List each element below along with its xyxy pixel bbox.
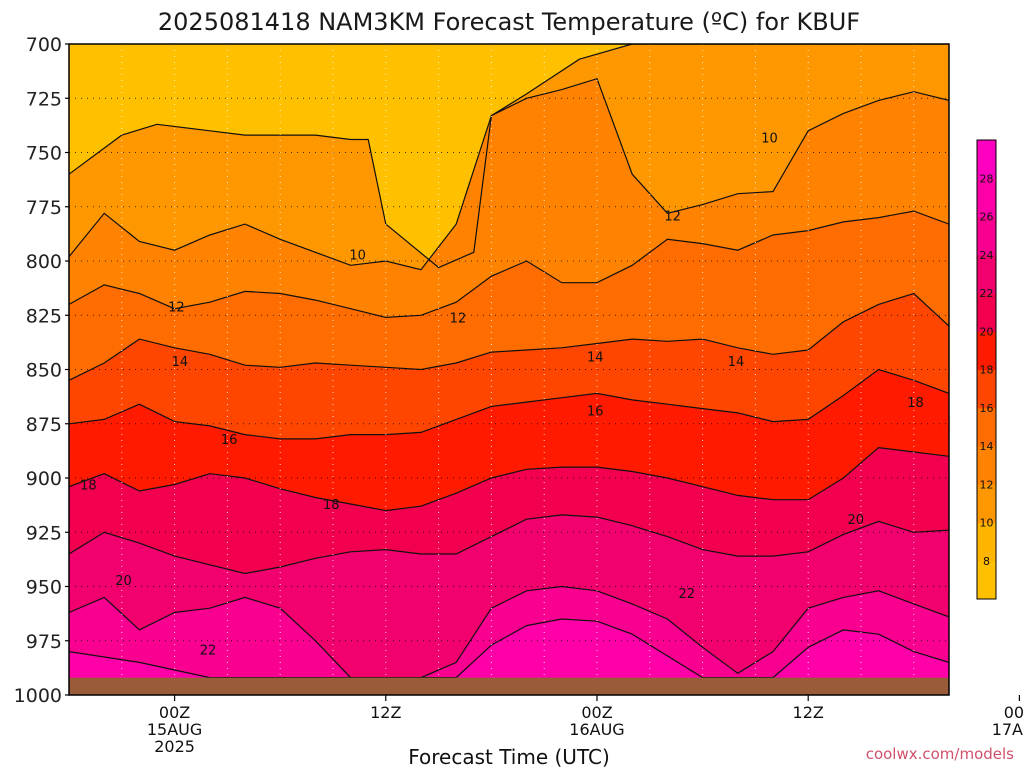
colorbar-tick-label: 24 — [980, 249, 994, 262]
terrain-fill — [69, 677, 949, 695]
colorbar-tick-label: 20 — [980, 325, 994, 338]
colorbar-swatch — [977, 560, 996, 600]
x-tick-label: 12Z — [370, 703, 401, 722]
colorbar-swatch — [977, 522, 996, 562]
x-tick-label: 12Z — [793, 703, 824, 722]
contour-label: 18 — [80, 479, 97, 494]
contour-line-12 — [69, 77, 949, 271]
contour-label: 20 — [847, 513, 864, 528]
contour-line-10 — [69, 44, 949, 269]
contour-line-26 — [69, 618, 949, 679]
y-tick-label: 925 — [26, 522, 62, 544]
contour-label: 16 — [221, 433, 238, 448]
colorbar-tick-label: 28 — [980, 172, 994, 185]
y-tick-label: 875 — [26, 414, 62, 436]
contour-line-20 — [69, 446, 949, 512]
contour-line-layer — [69, 44, 949, 679]
contour-label: 14 — [587, 350, 604, 365]
y-tick-label: 725 — [26, 88, 62, 110]
colorbar-tick-label: 10 — [980, 517, 994, 530]
credit-text: coolwx.com/models — [866, 745, 1014, 763]
colorbar-swatch — [977, 407, 996, 447]
colorbar-tick-label: 22 — [980, 287, 994, 300]
colorbar-swatch — [977, 216, 996, 256]
y-tick-label: 950 — [26, 577, 62, 599]
colorbar-swatch — [977, 484, 996, 523]
temperature-fill-layer — [69, 44, 949, 695]
contour-label: 14 — [728, 355, 745, 370]
y-tick-label: 975 — [26, 631, 62, 653]
contour-label: 18 — [907, 396, 924, 411]
y-tick-label: 825 — [26, 305, 62, 327]
contour-line-18 — [69, 368, 949, 440]
chart-title: 2025081418 NAM3KM Forecast Temperature (… — [158, 8, 860, 36]
contour-label: 20 — [115, 574, 132, 589]
x-axis-label: Forecast Time (UTC) — [408, 745, 610, 768]
x-tick-label: 00Z — [581, 703, 612, 722]
x-tick-label: 00Z — [159, 703, 190, 722]
grid-layer — [69, 44, 949, 695]
fill-band-26 — [69, 619, 949, 695]
contour-label: 14 — [172, 355, 189, 370]
contour-line-14 — [69, 210, 949, 319]
contour-label: 12 — [664, 209, 681, 224]
contour-line-22 — [69, 514, 949, 575]
colorbar-swatch — [977, 254, 996, 294]
colorbar-swatch — [977, 331, 996, 370]
x-axis: 00Z15AUG202512Z00Z16AUG12Z00Z17AUG — [147, 695, 1024, 756]
colorbar-tick-label: 26 — [980, 211, 994, 224]
colorbar-swatch — [977, 140, 996, 179]
x-tick-label: 15AUG — [147, 720, 202, 739]
colorbar-tick-label: 14 — [980, 440, 994, 453]
colorbar-tick-label: 8 — [983, 555, 990, 568]
colorbar-swatch — [977, 369, 996, 409]
y-tick-label: 775 — [26, 197, 62, 219]
y-tick-label: 850 — [26, 360, 62, 382]
contour-label: 22 — [678, 587, 695, 602]
colorbar-tick-label: 16 — [980, 402, 994, 415]
y-tick-label: 1000 — [14, 685, 62, 707]
contour-label: 16 — [587, 405, 604, 420]
colorbar-frame — [976, 139, 997, 600]
contour-label: 22 — [200, 643, 217, 658]
contour-label: 12 — [168, 301, 185, 316]
y-tick-label: 750 — [26, 143, 62, 165]
colorbar-swatch — [977, 293, 996, 332]
y-axis: 700 725 750 775 800 825 850 875 900 925 950 975 1000 — [14, 34, 69, 707]
x-tick-label: 17AUG — [992, 720, 1024, 739]
y-tick-label: 800 — [26, 251, 62, 273]
contour-label: 12 — [450, 311, 467, 326]
y-tick-label: 700 — [26, 34, 62, 56]
y-tick-label: 900 — [26, 468, 62, 490]
x-tick-label: 00Z — [1004, 703, 1024, 722]
colorbar: 8 10 12 14 16 18 20 22 24 26 28 — [976, 139, 997, 600]
contour-label: 10 — [349, 248, 366, 263]
contour-line-24 — [69, 585, 949, 679]
contour-line-16 — [69, 292, 949, 381]
x-tick-label: 2025 — [154, 737, 195, 756]
contour-label: 10 — [761, 131, 778, 146]
colorbar-tick-label: 12 — [980, 478, 994, 491]
colorbar-swatch — [977, 446, 996, 485]
colorbar-swatch — [977, 178, 996, 217]
terrain-layer — [69, 677, 949, 695]
x-tick-label: 16AUG — [569, 720, 624, 739]
contour-label: 18 — [323, 498, 340, 513]
colorbar-tick-label: 18 — [980, 364, 994, 377]
